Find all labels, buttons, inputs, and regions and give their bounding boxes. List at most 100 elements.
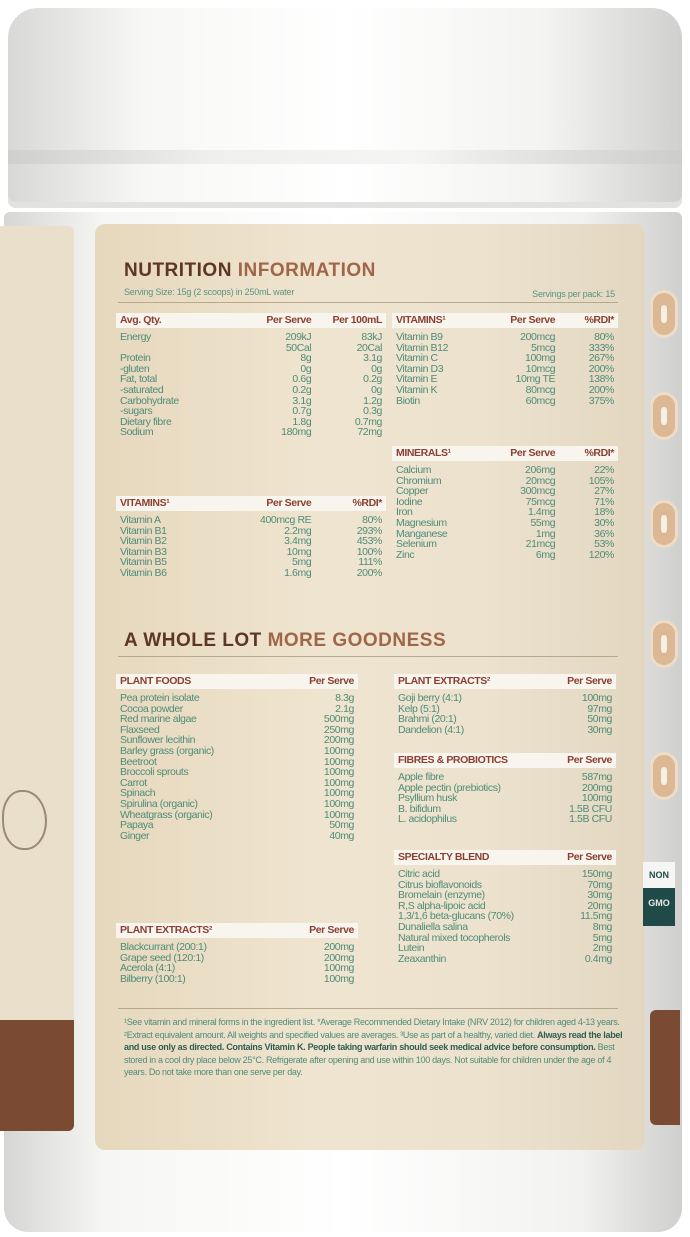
table-row: Fat, total 0.6g 0.2g <box>116 374 386 385</box>
item-value: 18% <box>594 506 614 519</box>
table-row: Sunflower lecithin 200mg <box>116 735 358 746</box>
item-value: 100mg <box>323 766 355 779</box>
table-header: VITAMINS¹ Per Serve %RDI* <box>392 313 618 328</box>
item-value: 8mg <box>592 920 613 933</box>
item-name: Carrot <box>120 776 147 789</box>
item-name: Bilberry (100:1) <box>120 972 186 985</box>
table-row: Apple fibre 587mg <box>394 772 616 783</box>
non-gmo-top: NON <box>643 862 675 888</box>
table-row: Vitamin B12 5mcg 333% <box>392 341 618 354</box>
table-row: Carbohydrate 3.1g 1.2g <box>116 394 386 407</box>
item-name: Flaxseed <box>120 723 160 736</box>
table-header: PLANT FOODS Per Serve <box>116 674 358 689</box>
item-value: 100mg <box>525 352 556 365</box>
item-value: 1.5B CFU <box>569 813 612 826</box>
table-row: Broccoli sprouts 100mg <box>116 767 358 778</box>
item-value: 10mg TE <box>515 373 556 386</box>
item-name: SPECIALTY BLEND <box>398 851 490 863</box>
item-name: Wheatgrass (organic) <box>120 808 213 821</box>
item-value: 40mg <box>329 829 354 842</box>
item-value: Per Serve <box>309 675 354 687</box>
item-value: Per Serve <box>510 447 556 459</box>
item-value: 2.2mg <box>284 524 312 537</box>
item-value: 80% <box>594 331 614 343</box>
footnote: ¹See vitamin and mineral forms in the in… <box>124 1016 624 1079</box>
table-row: Iodine 75mcg 71% <box>392 497 618 508</box>
non-gmo-badge: NON GMO <box>643 862 675 926</box>
table-row: Vitamin B3 10mg 100% <box>116 547 386 558</box>
table-row: -saturated 0.2g 0g <box>116 385 386 396</box>
item-value: 20mcg <box>525 474 556 487</box>
table-row: Psyllium husk 100mg <box>394 793 616 804</box>
table-row: Iron 1.4mg 18% <box>392 507 618 518</box>
table-row: Biotin 60mcg 375% <box>392 394 618 407</box>
item-value: 3.1g <box>363 352 382 365</box>
item-name: Iron <box>396 506 413 519</box>
item-name: Sunflower lecithin <box>120 734 196 747</box>
table-header: MINERALS¹ Per Serve %RDI* <box>392 446 618 461</box>
item-value: 100mg <box>323 776 355 789</box>
item-name: Spirulina (organic) <box>120 797 198 810</box>
item-value: 20mg <box>587 899 612 912</box>
item-name: Energy <box>120 331 151 343</box>
item-value: 200mg <box>323 941 355 953</box>
item-value: 300mcg <box>520 485 556 498</box>
table-row: Acerola (4:1) 100mg <box>116 963 358 974</box>
nutrition-title: NUTRITION INFORMATION <box>124 260 376 282</box>
item-name: Acerola (4:1) <box>120 962 175 975</box>
item-name: VITAMINS¹ <box>396 314 446 326</box>
item-name: Vitamin C <box>396 352 438 365</box>
item-value: 27% <box>594 485 614 498</box>
item-name: VITAMINS¹ <box>120 497 170 509</box>
item-value: Per Serve <box>266 314 312 326</box>
table-row: Natural mixed tocopherols 5mg <box>394 932 616 944</box>
item-name: Broccoli sprouts <box>120 766 189 779</box>
table-row: Vitamin B6 1.6mg 200% <box>116 568 386 579</box>
item-value: 30mg <box>587 723 612 736</box>
item-value: 100% <box>356 545 383 558</box>
item-value: 206mg <box>525 464 556 476</box>
item-value: 53% <box>594 538 614 551</box>
table-row: Flaxseed 250mg <box>116 725 358 736</box>
table-row: Spinach 100mg <box>116 788 358 799</box>
item-value: 100mg <box>323 755 355 768</box>
item-value: 0g <box>300 362 312 375</box>
table-row: -gluten 0g 0g <box>116 364 386 375</box>
item-value: Per Serve <box>567 754 612 766</box>
vitamins-table-right: VITAMINS¹ Per Serve %RDI* Vitamin B9 200mcg 8… <box>392 313 618 406</box>
item-name: Kelp (5:1) <box>398 702 440 715</box>
item-value: 2mg <box>592 942 613 955</box>
table-row: Brahmi (20:1) 50mg <box>394 714 616 725</box>
item-name: Avg. Qty. <box>120 314 162 326</box>
item-value: 10mcg <box>525 362 556 375</box>
item-name: Psyllium husk <box>398 792 457 805</box>
item-value: 3.1g <box>292 394 312 407</box>
table-row: Vitamin C 100mg 267% <box>392 353 618 364</box>
plant-foods-table: PLANT FOODS Per Serve Pea protein isolate 8… <box>116 674 358 841</box>
table-row: Pea protein isolate 8.3g <box>116 693 358 704</box>
item-name: Red marine algae <box>120 713 197 726</box>
title-part-a: A WHOLE LOT <box>124 630 262 651</box>
item-name: Calcium <box>396 464 432 476</box>
table-row: Barley grass (organic) 100mg <box>116 746 358 757</box>
table-header: Avg. Qty. Per Serve Per 100mL <box>116 313 386 328</box>
item-name: Vitamin B12 <box>396 341 449 354</box>
item-value: 100mg <box>323 787 355 800</box>
lid-rim <box>8 150 682 164</box>
table-row: Energy 209kJ 83kJ <box>116 332 386 343</box>
table-row: Lutein 2mg <box>394 943 616 954</box>
item-value: 50mg <box>587 713 612 726</box>
table-header: PLANT EXTRACTS² Per Serve <box>394 674 616 689</box>
item-value: 250mg <box>323 723 355 736</box>
table-row: Vitamin A 400mcg RE 80% <box>116 515 386 526</box>
item-name: Biotin <box>396 394 420 407</box>
side-label-brown-band <box>0 1020 74 1131</box>
table-row: Bilberry (100:1) 100mg <box>116 974 358 985</box>
item-name: Vitamin A <box>120 514 161 526</box>
item-name: Vitamin B3 <box>120 545 167 558</box>
item-name: -sugars <box>120 405 153 418</box>
item-value: 200mg <box>581 781 613 794</box>
item-value: 100mg <box>323 962 355 975</box>
item-value: 0.6g <box>292 373 312 386</box>
item-name: Selenium <box>396 538 437 551</box>
